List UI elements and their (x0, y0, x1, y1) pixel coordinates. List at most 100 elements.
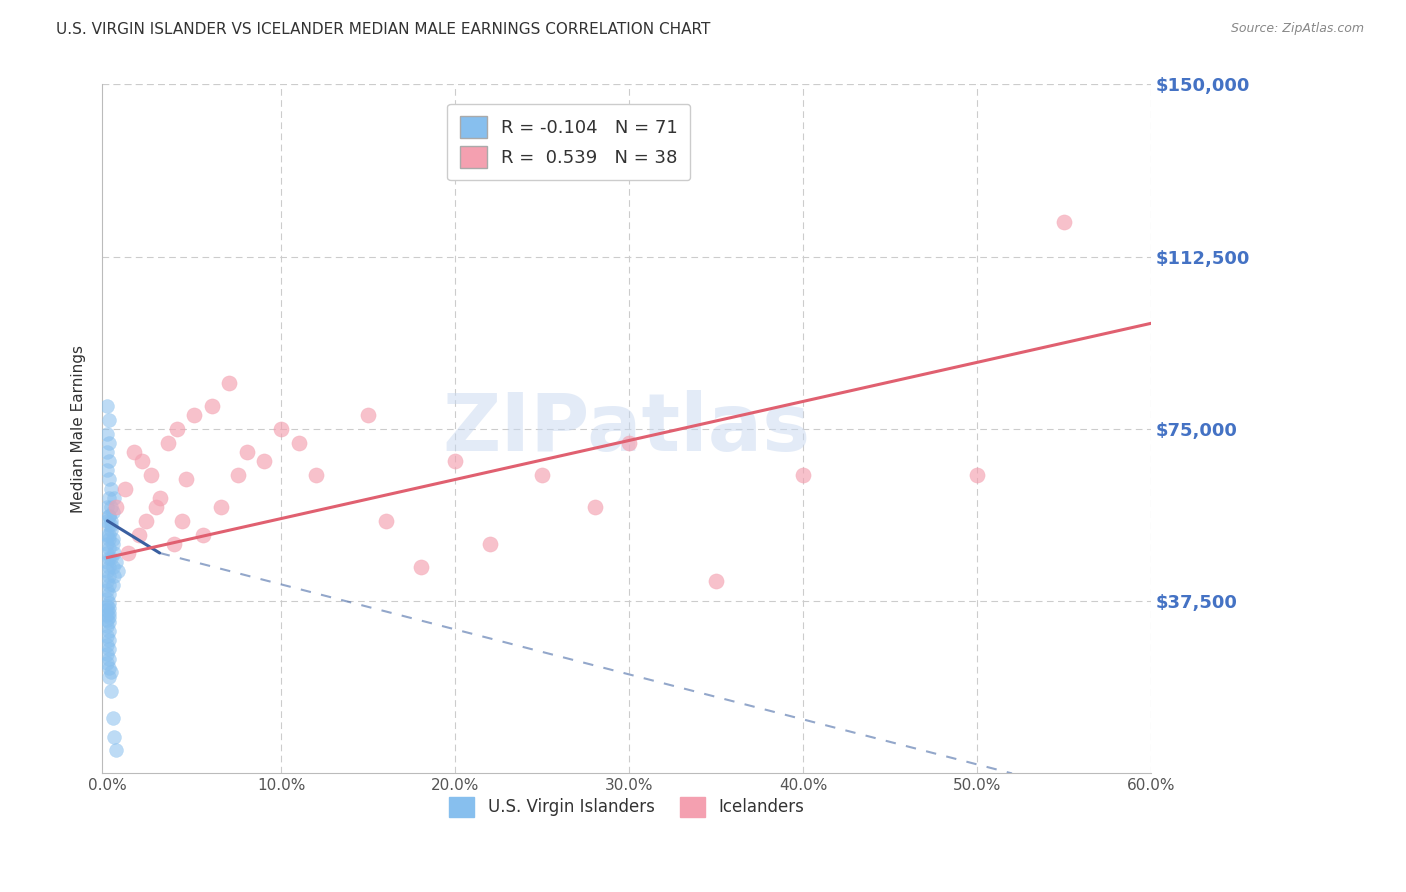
Point (105, 500, 128, 514)
Point (103, 730, 125, 744)
Point (619, 435, 641, 450)
Point (96, 582, 118, 597)
Point (96, 565, 118, 579)
Point (101, 532, 124, 546)
Point (98, 587, 121, 601)
Point (139, 467, 162, 482)
Point (235, 445, 257, 459)
Point (96, 656, 118, 670)
Point (479, 537, 502, 551)
Y-axis label: Median Male Earnings: Median Male Earnings (72, 345, 86, 513)
Point (98, 559, 121, 574)
Point (98, 491, 121, 505)
Point (98, 518, 121, 533)
Point (98, 610, 121, 624)
Point (131, 454, 153, 468)
Point (101, 559, 124, 574)
Point (96, 500, 118, 514)
Point (98, 473, 121, 487)
Point (305, 467, 328, 482)
Point (100, 523, 122, 537)
Point (98, 661, 121, 675)
Point (101, 711, 124, 725)
Point (96, 537, 118, 551)
Point (792, 467, 814, 482)
Point (100, 518, 122, 533)
Point (149, 491, 172, 505)
Point (253, 454, 276, 468)
Point (100, 514, 122, 528)
Point (96, 619, 118, 633)
Legend: U.S. Virgin Islanders, Icelanders: U.S. Virgin Islanders, Icelanders (443, 790, 811, 823)
Point (201, 399, 224, 413)
Point (117, 546, 139, 560)
Point (98, 413, 121, 427)
Point (103, 491, 125, 505)
Point (98, 597, 121, 611)
Point (98, 527, 121, 541)
Point (96, 607, 118, 622)
Text: Source: ZipAtlas.com: Source: ZipAtlas.com (1230, 22, 1364, 36)
Text: ZIPatlas: ZIPatlas (443, 390, 811, 468)
Point (98, 642, 121, 657)
Point (162, 537, 184, 551)
Point (96, 638, 118, 652)
Point (374, 514, 396, 528)
Point (98, 435, 121, 450)
Point (98, 651, 121, 665)
Point (183, 408, 205, 422)
Point (128, 527, 150, 541)
Point (96, 574, 118, 588)
Point (96, 613, 118, 627)
Point (96, 426, 118, 441)
Point (96, 599, 118, 613)
Point (191, 527, 214, 541)
Point (218, 376, 240, 390)
Point (1053, 215, 1076, 229)
Point (98, 601, 121, 615)
Point (96, 603, 118, 617)
Point (172, 514, 194, 528)
Point (96, 514, 118, 528)
Point (96, 647, 118, 661)
Point (96, 546, 118, 560)
Point (100, 482, 122, 496)
Point (409, 559, 432, 574)
Point (100, 550, 122, 565)
Point (145, 500, 167, 514)
Point (174, 473, 197, 487)
Point (357, 408, 380, 422)
Point (96, 629, 118, 643)
Point (531, 467, 554, 482)
Point (96, 399, 118, 413)
Point (101, 537, 124, 551)
Point (96, 463, 118, 477)
Point (98, 606, 121, 620)
Point (98, 670, 121, 684)
Point (122, 445, 145, 459)
Point (98, 454, 121, 468)
Point (105, 555, 128, 569)
Point (166, 422, 188, 436)
Point (100, 500, 122, 514)
Point (98, 615, 121, 629)
Point (101, 578, 124, 592)
Point (98, 550, 121, 565)
Point (96, 527, 118, 541)
Point (966, 467, 988, 482)
Point (98, 509, 121, 524)
Text: U.S. VIRGIN ISLANDER VS ICELANDER MEDIAN MALE EARNINGS CORRELATION CHART: U.S. VIRGIN ISLANDER VS ICELANDER MEDIAN… (56, 22, 710, 37)
Point (135, 514, 157, 528)
Point (100, 665, 122, 680)
Point (98, 624, 121, 638)
Point (96, 591, 118, 606)
Point (444, 454, 467, 468)
Point (704, 574, 727, 588)
Point (288, 435, 311, 450)
Point (270, 422, 292, 436)
Point (98, 578, 121, 592)
Point (107, 565, 129, 579)
Point (98, 569, 121, 583)
Point (103, 569, 125, 583)
Point (583, 500, 606, 514)
